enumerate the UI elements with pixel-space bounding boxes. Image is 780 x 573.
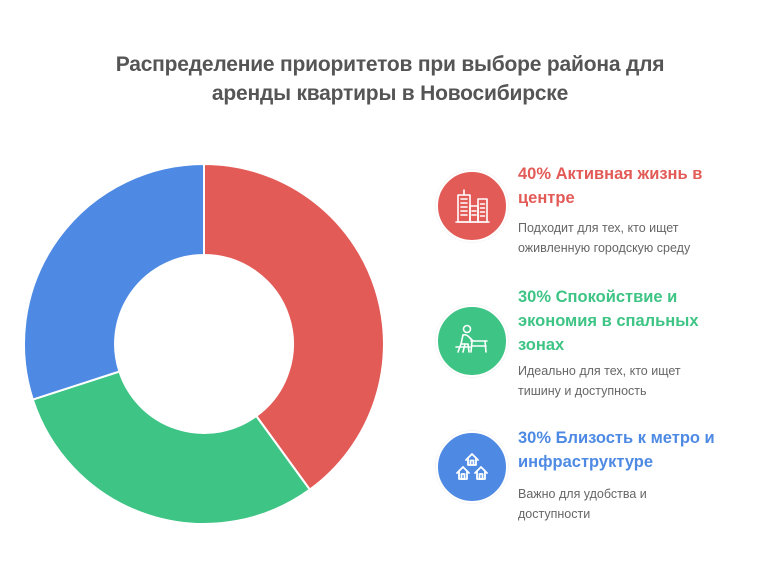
donut-segment-metro-infrastructure[interactable] — [23, 163, 205, 401]
chart-title: Распределение приоритетов при выборе рай… — [0, 50, 780, 108]
legend-description-line: доступности — [518, 507, 591, 521]
donut-segment-quiet-residential[interactable] — [31, 370, 311, 525]
legend-text-quiet-residential: 30% Спокойствие и экономия в спальных зо… — [518, 285, 758, 401]
legend-heading: 30% Близость к метро и инфраструктуре — [518, 426, 758, 474]
legend-description: Идеально для тех, кто ищет тишину и дост… — [518, 361, 758, 401]
legend-description-line: Важно для удобства и — [518, 487, 647, 501]
legend-heading: 40% Активная жизнь в центре — [518, 162, 758, 210]
legend-description-line: Подходит для тех, кто ищет — [518, 221, 679, 235]
legend-description: Подходит для тех, кто ищет оживленную го… — [518, 218, 758, 258]
legend-heading-line: 30% Близость к метро и — [518, 429, 715, 447]
person-at-table-icon — [455, 324, 488, 353]
legend-icon-circle-green — [436, 305, 508, 377]
donut-chart — [23, 163, 385, 525]
legend-text-metro-infrastructure: 30% Близость к метро и инфраструктуре Ва… — [518, 426, 758, 524]
legend-text-active-center: 40% Активная жизнь в центре Подходит для… — [518, 162, 758, 258]
legend-heading-line: центре — [518, 189, 575, 207]
houses-icon — [456, 453, 488, 480]
legend-heading: 30% Спокойствие и экономия в спальных зо… — [518, 285, 758, 357]
legend-icon-circle-red — [436, 170, 508, 242]
donut-segment-active-center[interactable] — [203, 163, 385, 491]
legend-heading-line: зонах — [518, 336, 565, 354]
legend-heading-line: инфраструктуре — [518, 453, 654, 471]
legend-description-line: Идеально для тех, кто ищет — [518, 364, 681, 378]
legend-description: Важно для удобства и доступности — [518, 484, 758, 524]
legend-description-line: оживленную городскую среду — [518, 241, 691, 255]
legend-description-line: тишину и доступность — [518, 384, 647, 398]
chart-title-line-1: Распределение приоритетов при выборе рай… — [115, 53, 665, 76]
legend-heading-line: 40% Активная жизнь в — [518, 165, 703, 183]
legend-heading-line: экономия в спальных — [518, 312, 699, 330]
buildings-icon — [455, 189, 490, 223]
chart-title-line-2: аренды квартиры в Новосибирске — [211, 82, 569, 105]
legend-heading-line: 30% Спокойствие и — [518, 288, 678, 306]
legend-icon-circle-blue — [436, 431, 508, 503]
